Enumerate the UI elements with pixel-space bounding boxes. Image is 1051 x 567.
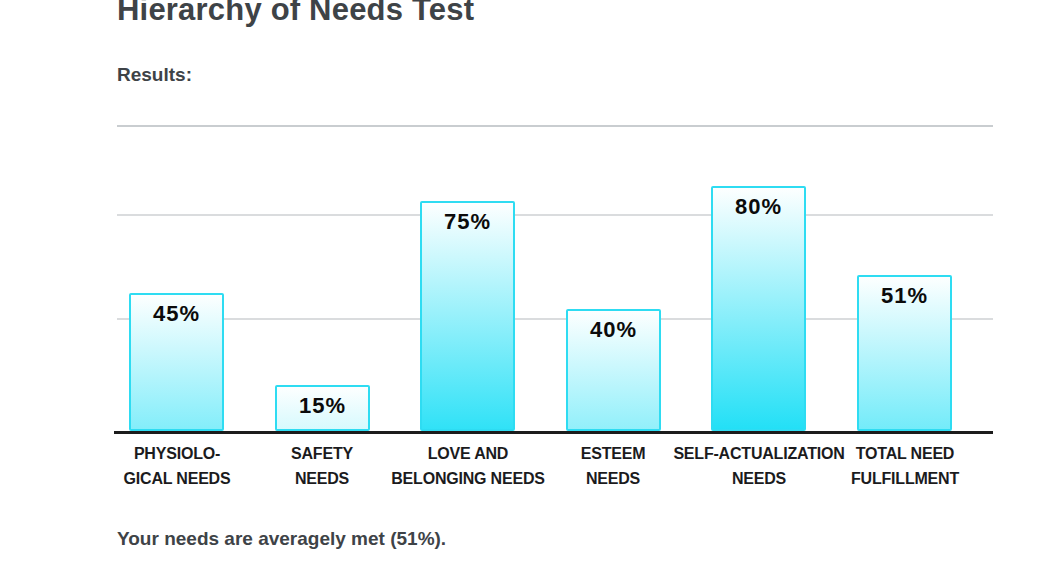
- bar: 80%: [711, 186, 806, 431]
- bar-value-label: 40%: [568, 311, 659, 343]
- bar-category-label: ESTEEMNEEDS: [581, 441, 646, 491]
- bar-category-label: PHYSIOLO-GICAL NEEDS: [124, 441, 231, 491]
- page-title: Hierarchy of Needs Test: [117, 0, 474, 29]
- results-heading: Results:: [117, 62, 192, 88]
- bar-category-label: TOTAL NEEDFULFILLMENT: [851, 441, 959, 491]
- results-page: Hierarchy of Needs Test Results: 45% 15% 7…: [0, 0, 1051, 567]
- bar: 51%: [857, 275, 952, 431]
- bar: 45%: [129, 293, 224, 431]
- bar-chart-plot-area: 45% 15% 75% 40% 80% 51%: [117, 125, 993, 431]
- gridline: [117, 214, 993, 216]
- bar-category-label: LOVE ANDBELONGING NEEDS: [391, 441, 544, 491]
- bar: 75%: [420, 201, 515, 431]
- bar-value-label: 75%: [422, 203, 513, 235]
- summary-text: Your needs are averagely met (51%).: [117, 526, 446, 552]
- bar-value-label: 15%: [277, 387, 368, 419]
- bar-value-label: 45%: [131, 295, 222, 327]
- bar-category-label: SELF-ACTUALIZATIONNEEDS: [673, 441, 844, 491]
- bar-value-label: 80%: [713, 188, 804, 220]
- bar: 15%: [275, 385, 370, 431]
- bar: 40%: [566, 309, 661, 431]
- x-axis: [114, 431, 993, 434]
- bar-category-label: SAFETYNEEDS: [291, 441, 353, 491]
- bar-value-label: 51%: [859, 277, 950, 309]
- gridline: [117, 125, 993, 127]
